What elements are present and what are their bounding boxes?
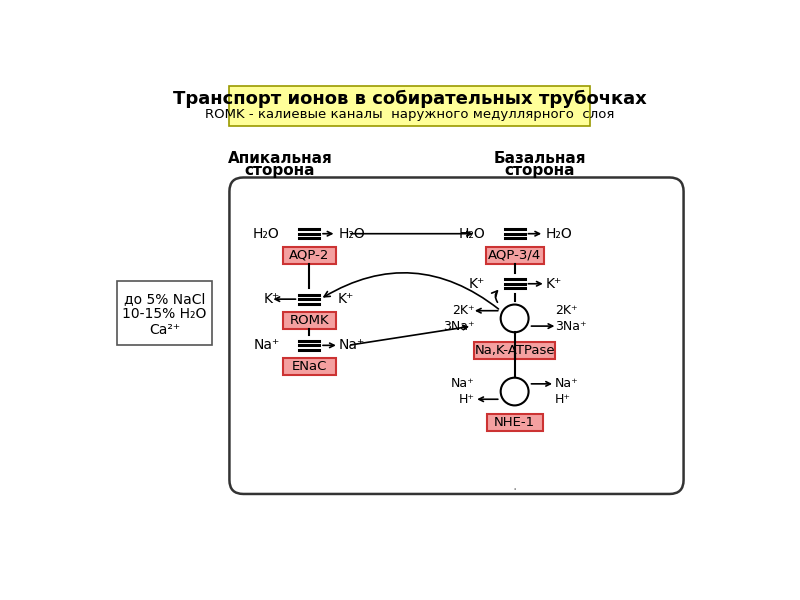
Text: 2K⁺: 2K⁺ bbox=[452, 304, 474, 317]
Text: AQP-3/4: AQP-3/4 bbox=[488, 249, 542, 262]
Text: H₂O: H₂O bbox=[458, 227, 485, 241]
Text: 10-15% H₂O: 10-15% H₂O bbox=[122, 307, 206, 321]
Text: AQP-2: AQP-2 bbox=[289, 249, 330, 262]
Text: Na⁺: Na⁺ bbox=[555, 377, 578, 391]
FancyBboxPatch shape bbox=[283, 312, 336, 329]
Text: сторона: сторона bbox=[504, 163, 574, 178]
Text: K⁺: K⁺ bbox=[469, 277, 485, 291]
Text: сторона: сторона bbox=[245, 163, 315, 178]
Text: Транспорт ионов в собирательных трубочках: Транспорт ионов в собирательных трубочка… bbox=[173, 90, 646, 108]
Text: K⁺: K⁺ bbox=[263, 292, 280, 306]
Text: Na⁺: Na⁺ bbox=[450, 377, 474, 391]
Text: Na,K-ATPase: Na,K-ATPase bbox=[474, 344, 555, 357]
FancyBboxPatch shape bbox=[230, 86, 590, 126]
Text: NHE-1: NHE-1 bbox=[494, 416, 535, 429]
Text: ROMK: ROMK bbox=[290, 314, 329, 327]
Text: K⁺: K⁺ bbox=[337, 292, 354, 306]
Text: Ca²⁺: Ca²⁺ bbox=[149, 323, 180, 337]
Text: H₂O: H₂O bbox=[546, 227, 572, 241]
FancyBboxPatch shape bbox=[283, 247, 336, 264]
Text: 2K⁺: 2K⁺ bbox=[555, 304, 578, 317]
Text: до 5% NaCl: до 5% NaCl bbox=[124, 292, 205, 306]
Text: Na⁺: Na⁺ bbox=[338, 338, 365, 352]
Text: Апикальная: Апикальная bbox=[227, 151, 332, 166]
FancyBboxPatch shape bbox=[117, 281, 211, 344]
Text: K⁺: K⁺ bbox=[546, 277, 562, 291]
FancyBboxPatch shape bbox=[283, 358, 336, 376]
Text: ENaC: ENaC bbox=[291, 361, 327, 373]
FancyBboxPatch shape bbox=[486, 247, 544, 264]
FancyBboxPatch shape bbox=[486, 414, 542, 431]
Text: H₂O: H₂O bbox=[338, 227, 366, 241]
Text: 3Na⁺: 3Na⁺ bbox=[555, 320, 586, 332]
Text: Базальная: Базальная bbox=[493, 151, 586, 166]
FancyBboxPatch shape bbox=[474, 342, 555, 359]
Text: Na⁺: Na⁺ bbox=[254, 338, 280, 352]
Text: ROMK - калиевые каналы  наружного медуллярного  слоя: ROMK - калиевые каналы наружного медулля… bbox=[205, 108, 614, 121]
Text: .: . bbox=[513, 479, 517, 493]
Text: H⁺: H⁺ bbox=[458, 393, 474, 406]
Text: H⁺: H⁺ bbox=[555, 393, 571, 406]
Text: H₂O: H₂O bbox=[253, 227, 280, 241]
Text: 3Na⁺: 3Na⁺ bbox=[442, 320, 474, 332]
